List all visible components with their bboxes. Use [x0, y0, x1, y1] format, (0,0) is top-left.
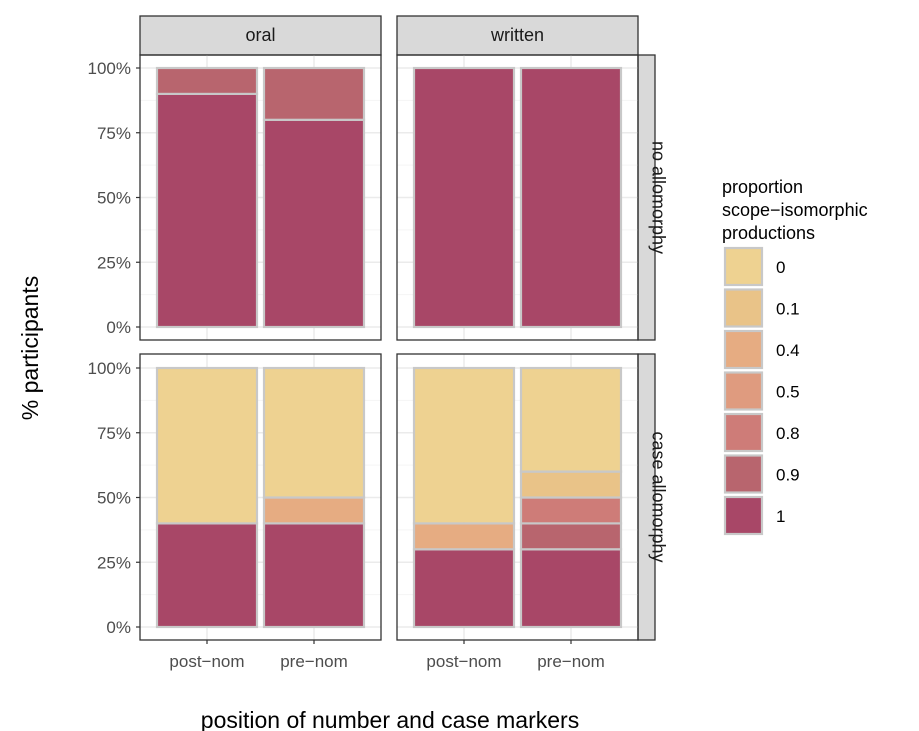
- bar-segment: [262, 496, 366, 525]
- panel-2: 0% 25% 50% 75% 100% post−nom pre−nom: [88, 353, 382, 671]
- legend-label: 0.1: [776, 300, 800, 319]
- legend-swatch: [723, 288, 764, 328]
- legend-swatch: [723, 371, 764, 411]
- column-strip-label-1: written: [490, 25, 544, 45]
- y-tick-label: 0%: [106, 318, 131, 337]
- y-tick-label: 100%: [88, 59, 131, 78]
- legend-title-line: proportion: [722, 177, 803, 197]
- bar-segment: [519, 522, 623, 551]
- panel-3: post−nom pre−nom: [396, 353, 639, 671]
- column-strip-label-0: oral: [245, 25, 275, 45]
- y-tick-label: 25%: [97, 553, 131, 572]
- y-tick-label: 100%: [88, 359, 131, 378]
- legend-swatch: [723, 495, 764, 536]
- legend-label: 0.9: [776, 466, 800, 485]
- x-tick-label: post−nom: [169, 652, 244, 671]
- legend-label: 0: [776, 258, 785, 277]
- bar-segment: [155, 92, 259, 329]
- panels-layer: oral written no allomorphy case allomorphy 0…: [88, 15, 669, 671]
- legend: proportion scope−isomorphic productions 0 0.…: [722, 177, 868, 536]
- legend-swatch: [723, 412, 764, 453]
- panel-1: [396, 54, 639, 341]
- row-strip-label-1: case allomorphy: [649, 431, 669, 562]
- panel-border: [396, 353, 639, 641]
- bar-segment: [519, 496, 623, 525]
- bar-segment: [155, 366, 259, 525]
- bar-segment: [155, 522, 259, 629]
- bar-segment: [519, 66, 623, 329]
- y-axis-title: % participants: [17, 276, 43, 420]
- y-tick-label: 50%: [97, 189, 131, 208]
- y-tick-label: 25%: [97, 253, 131, 272]
- bar-segment: [262, 366, 366, 499]
- legend-swatch: [723, 454, 764, 494]
- x-axis-title: position of number and case markers: [201, 707, 579, 731]
- column-strip-1: [396, 15, 639, 56]
- legend-label: 1: [776, 507, 785, 526]
- panel-border: [396, 54, 639, 341]
- legend-swatch: [723, 246, 764, 287]
- bar-segment: [519, 548, 623, 629]
- legend-title-line: scope−isomorphic: [722, 200, 868, 220]
- bar-segment: [412, 548, 516, 629]
- y-tick-label: 75%: [97, 124, 131, 143]
- x-tick-label: pre−nom: [280, 652, 348, 671]
- bar-segment: [412, 366, 516, 525]
- bar-segment: [262, 66, 366, 121]
- y-tick-label: 50%: [97, 489, 131, 508]
- panel-0: 0% 25% 50% 75% 100%: [88, 54, 382, 341]
- bar-segment: [262, 118, 366, 329]
- bar-segment: [155, 66, 259, 95]
- column-strip-0: [139, 15, 382, 56]
- row-strip-label-0: no allomorphy: [649, 141, 669, 254]
- legend-label: 0.5: [776, 383, 800, 402]
- legend-title-line: productions: [722, 223, 815, 243]
- bar-segment: [519, 366, 623, 473]
- legend-label: 0.8: [776, 424, 800, 443]
- legend-swatch: [723, 329, 764, 370]
- bar-segment: [412, 522, 516, 551]
- y-tick-label: 0%: [106, 618, 131, 637]
- y-tick-label: 75%: [97, 424, 131, 443]
- bar-segment: [412, 66, 516, 329]
- x-tick-label: post−nom: [426, 652, 501, 671]
- x-tick-label: pre−nom: [537, 652, 605, 671]
- bar-segment: [519, 470, 623, 499]
- bar-segment: [262, 522, 366, 629]
- legend-label: 0.4: [776, 341, 800, 360]
